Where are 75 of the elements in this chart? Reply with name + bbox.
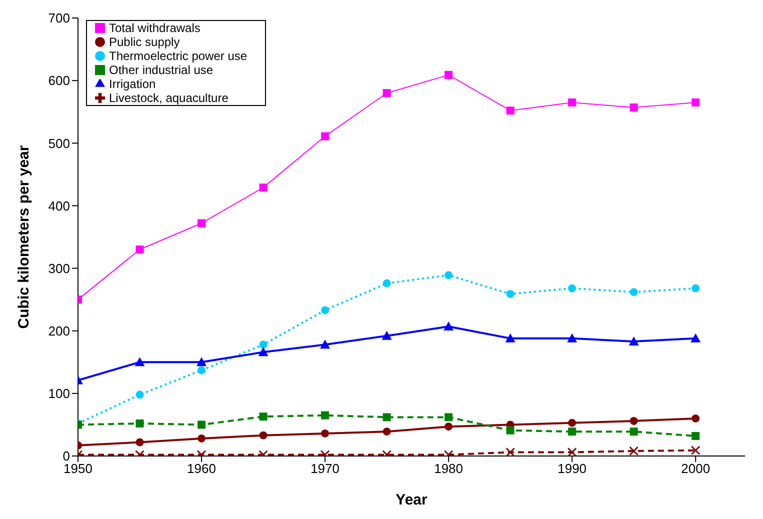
point	[568, 418, 576, 427]
point	[506, 426, 514, 434]
point	[444, 271, 453, 280]
x-tick-label: 1990	[558, 461, 587, 476]
point	[382, 89, 391, 98]
point	[259, 412, 268, 421]
point	[321, 411, 330, 420]
point	[444, 413, 453, 422]
point	[630, 103, 638, 112]
y-tick-label: 500	[48, 136, 70, 151]
point	[136, 390, 144, 399]
point	[506, 290, 514, 298]
y-tick-label: 600	[48, 73, 70, 88]
point	[198, 434, 206, 442]
point	[568, 98, 576, 106]
point	[444, 70, 453, 79]
point	[134, 357, 145, 366]
point	[630, 428, 638, 436]
point	[692, 414, 700, 422]
x-tick-label: 1960	[187, 461, 216, 476]
point	[628, 336, 639, 346]
y-tick-label: 300	[48, 260, 70, 276]
point	[320, 340, 330, 349]
point	[382, 413, 391, 422]
legend-label: Livestock, aquaculture	[109, 91, 228, 105]
point	[690, 333, 701, 342]
y-tick-label: 700	[48, 10, 70, 26]
point	[629, 446, 639, 456]
point	[506, 106, 514, 115]
point	[506, 447, 516, 456]
point	[382, 428, 391, 436]
point	[567, 333, 578, 342]
point	[567, 447, 577, 456]
y-tick-label: 100	[48, 386, 70, 402]
point	[198, 366, 206, 374]
y-tick-label: 400	[48, 198, 70, 214]
point	[568, 428, 576, 436]
legend-label: Irrigation	[109, 77, 156, 91]
legend-label: Total withdrawals	[109, 21, 200, 35]
point	[321, 429, 330, 438]
point	[505, 333, 516, 342]
point	[568, 284, 576, 292]
point	[136, 246, 144, 254]
point	[690, 446, 700, 456]
point	[692, 98, 700, 106]
legend-label: Public supply	[109, 35, 180, 49]
point	[444, 321, 454, 330]
point	[630, 288, 638, 296]
point	[692, 432, 700, 440]
x-tick-label: 2000	[681, 461, 710, 476]
point	[198, 219, 206, 228]
point	[382, 279, 391, 288]
point	[258, 347, 268, 356]
x-tick-label: 1950	[64, 461, 92, 476]
x-tick-label: 1980	[434, 461, 464, 476]
point	[259, 340, 268, 349]
point	[196, 357, 207, 366]
x-tick-label: 1970	[310, 461, 340, 476]
y-tick-label: 200	[48, 323, 70, 338]
point	[692, 284, 700, 292]
point	[444, 422, 453, 431]
legend-label: Thermoelectric power use	[109, 49, 248, 63]
point	[382, 330, 392, 340]
point	[259, 184, 268, 192]
point	[136, 419, 144, 428]
y-tick-label: 0	[62, 448, 70, 464]
point	[630, 416, 638, 425]
x-axis-title: Year	[396, 492, 428, 509]
legend-label: Other industrial use	[109, 63, 214, 77]
point	[136, 438, 144, 446]
y-axis-title: Cubic kilometers per year	[15, 145, 32, 329]
point	[321, 306, 330, 314]
point	[321, 132, 330, 140]
point	[198, 420, 206, 429]
point	[259, 431, 268, 440]
